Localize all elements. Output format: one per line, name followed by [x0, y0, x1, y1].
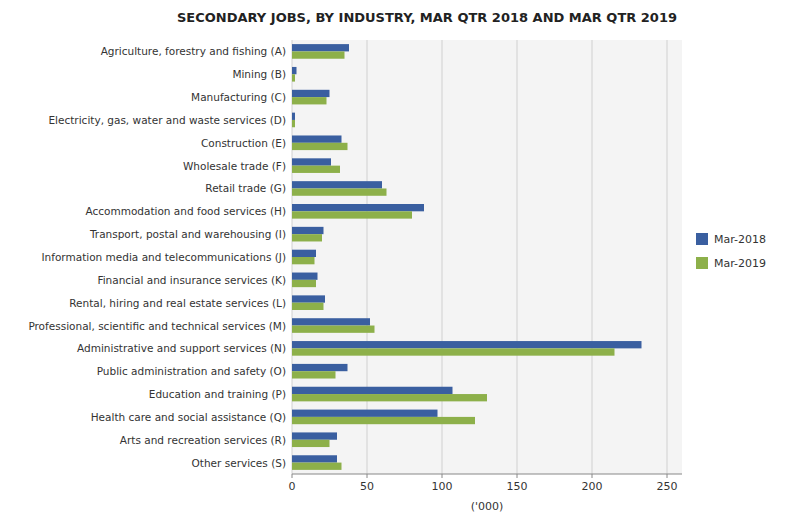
- x-axis-line: [292, 474, 682, 475]
- bar: [292, 90, 330, 97]
- tick-mark: [592, 474, 593, 478]
- grid-line: [517, 40, 518, 474]
- tick-label: 250: [657, 480, 678, 493]
- category-label: Agriculture, forestry and fishing (A): [101, 45, 286, 57]
- category-label: Information media and telecommunications…: [41, 251, 286, 263]
- category-label: Arts and recreation services (R): [120, 434, 286, 446]
- tick-mark: [442, 474, 443, 478]
- category-label: Construction (E): [201, 137, 286, 149]
- category-label: Transport, postal and warehousing (I): [89, 228, 286, 240]
- bar: [292, 341, 642, 348]
- bar: [292, 303, 324, 310]
- x-grid: [292, 40, 667, 474]
- category-label: Electricity, gas, water and waste servic…: [48, 114, 286, 126]
- bar: [292, 432, 337, 439]
- category-label: Financial and insurance services (K): [97, 274, 286, 286]
- bar: [292, 318, 370, 325]
- bar: [292, 97, 327, 104]
- category-label: Accommodation and food services (H): [85, 205, 286, 217]
- bar: [292, 74, 295, 81]
- bar: [292, 394, 487, 401]
- bar: [292, 280, 316, 287]
- bar: [292, 455, 337, 462]
- category-label: Public administration and safety (O): [97, 365, 286, 377]
- bar: [292, 371, 336, 378]
- category-label: Education and training (P): [149, 388, 286, 400]
- tick-mark: [367, 474, 368, 478]
- bar: [292, 250, 316, 257]
- category-label: Other services (S): [192, 457, 286, 469]
- bar: [292, 410, 438, 417]
- bar: [292, 273, 318, 280]
- grid-line: [367, 40, 368, 474]
- bar: [292, 143, 348, 150]
- bar: [292, 326, 375, 333]
- category-label: Manufacturing (C): [191, 91, 286, 103]
- bar: [292, 387, 453, 394]
- bar: [292, 234, 322, 241]
- tick-mark: [517, 474, 518, 478]
- category-label: Mining (B): [232, 68, 286, 80]
- bars: [292, 44, 642, 470]
- bar: [292, 120, 295, 127]
- legend-label: Mar-2019: [714, 257, 766, 270]
- bar: [292, 463, 342, 470]
- bar: [292, 158, 331, 165]
- grid-line: [667, 40, 668, 474]
- plot-background: [292, 40, 682, 474]
- legend-swatch: [696, 257, 708, 269]
- tick-label: 200: [582, 480, 603, 493]
- bar: [292, 417, 475, 424]
- legend-label: Mar-2018: [714, 233, 766, 246]
- bar: [292, 440, 330, 447]
- category-label: Wholesale trade (F): [183, 160, 286, 172]
- chart-svg: SECONDARY JOBS, BY INDUSTRY, MAR QTR 201…: [0, 0, 794, 526]
- tick-mark: [292, 474, 293, 478]
- bar: [292, 348, 615, 355]
- category-label: Retail trade (G): [205, 182, 286, 194]
- category-label: Administrative and support services (N): [77, 342, 286, 354]
- x-axis-label: ('000): [471, 500, 504, 513]
- bar: [292, 51, 345, 58]
- grid-line: [592, 40, 593, 474]
- bar: [292, 211, 412, 218]
- category-label: Health care and social assistance (Q): [91, 411, 286, 423]
- tick-label: 50: [360, 480, 374, 493]
- bar: [292, 227, 324, 234]
- legend: Mar-2018 Mar-2019: [696, 233, 766, 270]
- grid-line: [442, 40, 443, 474]
- bar: [292, 166, 340, 173]
- chart-container: SECONDARY JOBS, BY INDUSTRY, MAR QTR 201…: [0, 0, 794, 526]
- chart-title: SECONDARY JOBS, BY INDUSTRY, MAR QTR 201…: [177, 10, 677, 25]
- tick-label: 0: [289, 480, 296, 493]
- bar: [292, 257, 315, 264]
- bar: [292, 113, 295, 120]
- tick-label: 100: [432, 480, 453, 493]
- category-label: Professional, scientific and technical s…: [28, 320, 286, 332]
- bar: [292, 188, 387, 195]
- bar: [292, 44, 349, 51]
- bar: [292, 135, 342, 142]
- tick-label: 150: [507, 480, 528, 493]
- bar: [292, 295, 325, 302]
- bar: [292, 67, 297, 74]
- bar: [292, 364, 348, 371]
- category-label: Rental, hiring and real estate services …: [69, 297, 286, 309]
- bar: [292, 181, 382, 188]
- legend-swatch: [696, 233, 708, 245]
- tick-mark: [667, 474, 668, 478]
- bar: [292, 204, 424, 211]
